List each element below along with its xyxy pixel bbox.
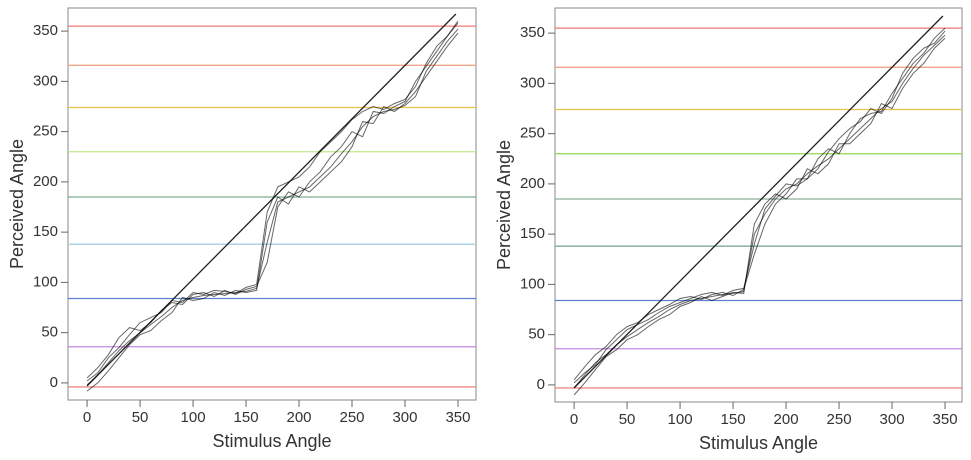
y-axis-label: Perceived Angle — [7, 139, 27, 269]
y-tick-label: 150 — [33, 223, 58, 240]
trace-line — [86, 22, 459, 379]
y-tick-label: 100 — [33, 273, 58, 290]
trace-line — [86, 20, 459, 382]
diagonal-line — [573, 15, 944, 389]
x-tick-label: 250 — [339, 409, 364, 426]
x-tick-label: 150 — [234, 409, 259, 426]
y-tick-label: 200 — [520, 175, 545, 192]
x-tick-label: 200 — [287, 409, 312, 426]
x-tick-label: 300 — [392, 409, 417, 426]
x-tick-label: 50 — [132, 409, 149, 426]
y-axis-label: Perceived Angle — [494, 140, 514, 270]
trace-line — [573, 27, 946, 381]
y-tick-label: 250 — [33, 123, 58, 140]
y-tick-label: 150 — [520, 225, 545, 242]
x-tick-label: 150 — [721, 411, 746, 428]
x-tick-label: 100 — [668, 411, 693, 428]
y-tick-label: 50 — [41, 324, 58, 341]
y-tick-label: 350 — [520, 24, 545, 41]
x-tick-label: 0 — [570, 411, 578, 428]
y-tick-label: 300 — [520, 74, 545, 91]
x-tick-label: 350 — [445, 409, 470, 426]
trace-line — [573, 30, 946, 384]
x-tick-label: 350 — [933, 411, 958, 428]
x-tick-label: 300 — [880, 411, 905, 428]
y-tick-label: 50 — [528, 326, 545, 343]
x-tick-label: 0 — [83, 409, 91, 426]
y-tick-label: 250 — [520, 125, 545, 142]
trace-line — [86, 32, 459, 392]
trace-line — [86, 28, 459, 386]
diagonal-line — [86, 13, 457, 387]
x-tick-label: 200 — [774, 411, 799, 428]
y-tick-label: 300 — [33, 72, 58, 89]
x-axis-label: Stimulus Angle — [699, 433, 818, 453]
plot-frame — [67, 7, 477, 401]
x-tick-label: 100 — [181, 409, 206, 426]
x-axis-label: Stimulus Angle — [212, 431, 331, 451]
plot-frame — [554, 7, 963, 403]
y-tick-label: 100 — [520, 275, 545, 292]
trace-line — [573, 34, 946, 389]
trace-line — [573, 37, 946, 396]
y-tick-label: 0 — [50, 374, 58, 391]
y-tick-label: 0 — [537, 376, 545, 393]
x-tick-label: 50 — [619, 411, 636, 428]
y-tick-label: 200 — [33, 173, 58, 190]
y-tick-label: 350 — [33, 22, 58, 39]
x-tick-label: 250 — [827, 411, 852, 428]
